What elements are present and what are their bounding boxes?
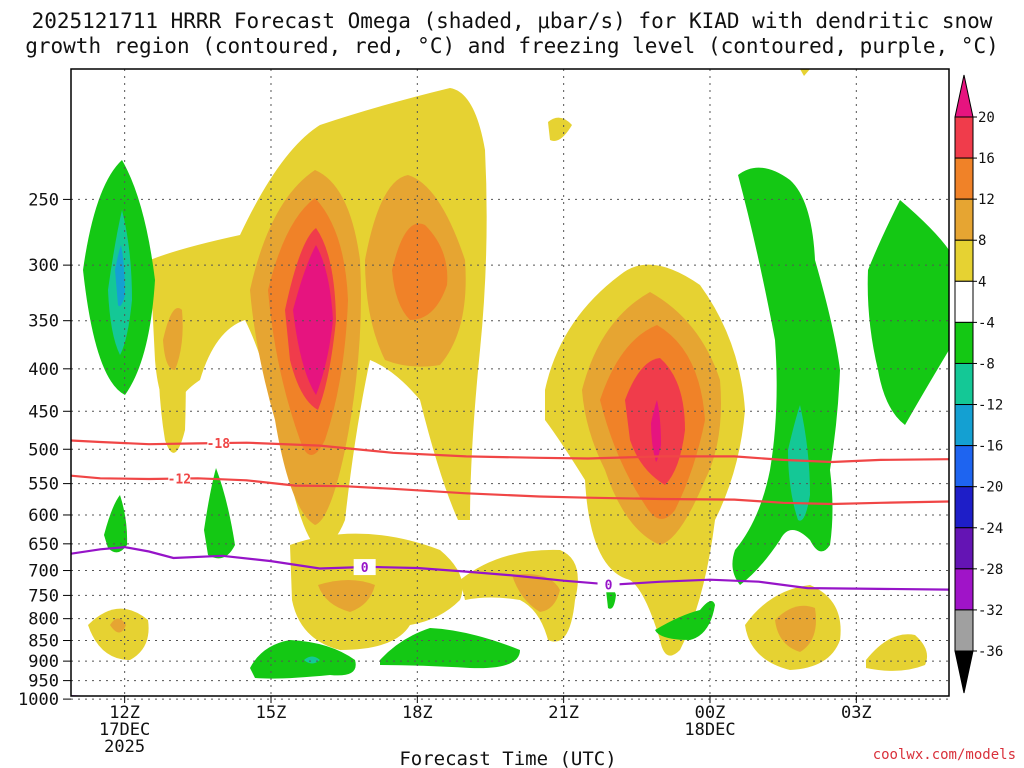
colorbar: 20 16 12 8 4 -4 -8 -12 -16 -20 -24 -28 -32 -36	[954, 74, 1003, 694]
omega-region-magenta-left	[293, 245, 333, 395]
omega-shading	[83, 69, 949, 679]
y-tick-label: 550	[28, 475, 59, 495]
x-tick-label: 18Z	[402, 703, 433, 723]
contour-label: -12	[168, 473, 191, 488]
omega-region-blue-left	[115, 245, 125, 307]
colorbar-label: -20	[978, 480, 1003, 496]
omega-region-teal-right	[788, 405, 810, 521]
y-tick-label: 750	[28, 586, 59, 606]
colorbar-label: -28	[978, 562, 1003, 578]
omega-region-green-bottommid	[380, 628, 520, 669]
contour-label: 0	[605, 578, 613, 593]
colorbar-bottom-arrow	[954, 650, 974, 694]
colorbar-top-arrow	[954, 74, 974, 118]
colorbar-label: -16	[978, 439, 1003, 455]
x-tick-label: 17DEC	[99, 720, 150, 740]
contour-label: -18	[207, 437, 231, 452]
colorbar-segment	[954, 486, 974, 529]
colorbar-label: 4	[978, 274, 986, 290]
credit-text[interactable]: coolwx.com/models	[873, 747, 1016, 763]
y-tick-label: 350	[28, 312, 59, 332]
y-axis: 2503003504004505005506006507007508008509…	[18, 190, 71, 710]
colorbar-segment	[954, 321, 974, 364]
omega-region-orange-mid	[392, 223, 448, 320]
contour-label-bg	[207, 435, 230, 452]
colorbar-label: -8	[978, 356, 995, 372]
colorbar-label: 12	[978, 192, 995, 208]
y-tick-label: 700	[28, 562, 59, 582]
colorbar-segment	[954, 239, 974, 282]
y-tick-label: 850	[28, 632, 59, 652]
colorbar-label: -36	[978, 644, 1003, 660]
omega-region-magenta-center	[651, 400, 661, 462]
omega-region-green-farright	[867, 200, 949, 425]
x-axis-title: Forecast Time (UTC)	[399, 748, 616, 768]
omega-region-teal-bottom	[304, 656, 320, 664]
y-tick-label: 1000	[18, 690, 59, 710]
contour-lines: -18 -12 0 0	[71, 435, 949, 696]
y-tick-label: 400	[28, 360, 59, 380]
colorbar-segment	[954, 445, 974, 488]
colorbar-label: 16	[978, 151, 995, 167]
colorbar-segment	[954, 609, 974, 652]
omega-region-yellow-farright	[866, 634, 928, 671]
contour-line-freezing-level	[71, 545, 949, 591]
omega-region-lightorange-leftlow	[110, 618, 126, 633]
x-tick-label: 15Z	[256, 703, 287, 723]
x-tick-label: 12Z	[109, 703, 140, 723]
omega-region-yellow-topright	[800, 69, 810, 76]
chart-title-line-1: 2025121711 HRRR Forecast Omega (shaded, …	[32, 9, 993, 33]
contour-line-dendritic-snow-growth	[71, 439, 949, 464]
y-tick-label: 250	[28, 190, 59, 210]
colorbar-segment	[954, 157, 974, 200]
omega-region-yellow-small-top	[548, 117, 572, 141]
x-tick-label: 00Z	[695, 703, 726, 723]
omega-region-green-center-low	[655, 601, 715, 640]
colorbar-segment	[954, 527, 974, 570]
omega-region-green-smallcenter	[606, 587, 616, 609]
y-tick-label: 950	[28, 672, 59, 692]
x-tick-label: 2025	[104, 737, 145, 757]
colorbar-segment	[954, 362, 974, 406]
y-tick-label: 450	[28, 402, 59, 422]
plot-frame	[70, 68, 950, 697]
x-tick-label: 21Z	[548, 703, 579, 723]
omega-region-yellow-leftlow	[88, 608, 149, 660]
y-tick-label: 300	[28, 256, 59, 276]
omega-region-green-bottomleft	[250, 640, 356, 679]
y-tick-label: 650	[28, 535, 59, 555]
omega-region-lightorange-low1	[318, 580, 375, 612]
contour-label-bg	[353, 559, 376, 576]
colorbar-label: -32	[978, 603, 1003, 619]
omega-region-lightorange-low2	[512, 574, 560, 612]
y-tick-label: 800	[28, 610, 59, 630]
colorbar-segment	[954, 404, 974, 447]
y-tick-label: 500	[28, 440, 59, 460]
omega-region-yellow-low	[290, 533, 463, 650]
omega-region-lightorange-left2	[163, 308, 183, 370]
contour-label-bg	[597, 576, 620, 593]
y-tick-label: 900	[28, 652, 59, 672]
colorbar-segment	[954, 116, 974, 159]
colorbar-label: 20	[978, 110, 995, 126]
omega-region-green-left2	[204, 468, 235, 559]
colorbar-segment	[954, 280, 974, 323]
colorbar-label: 8	[978, 233, 986, 249]
omega-region-green-leftlow	[104, 495, 128, 553]
x-tick-label: 18DEC	[684, 720, 735, 740]
contour-label: 0	[361, 561, 369, 576]
contour-label-bg	[168, 470, 191, 487]
chart-title-line-2: growth region (contoured, red, °C) and f…	[25, 34, 999, 58]
colorbar-label: -12	[978, 398, 1003, 414]
colorbar-segment	[954, 568, 974, 611]
colorbar-label: -4	[978, 315, 995, 331]
colorbar-label: -24	[978, 521, 1003, 537]
colorbar-segment	[954, 198, 974, 241]
x-tick-label: 03Z	[841, 703, 872, 723]
omega-region-green-right	[732, 167, 840, 586]
y-tick-label: 600	[28, 506, 59, 526]
